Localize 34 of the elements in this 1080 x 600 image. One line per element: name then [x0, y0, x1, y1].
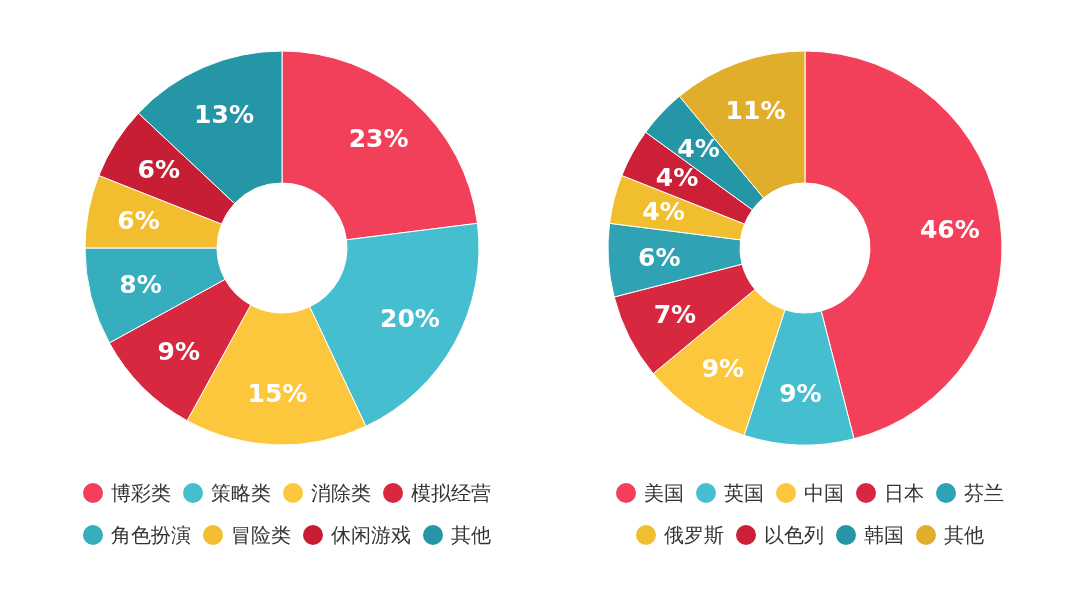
- legend-label: 消除类: [311, 481, 371, 505]
- data-label: 4%: [655, 163, 699, 193]
- legend-label: 角色扮演: [111, 523, 191, 547]
- data-label: 11%: [725, 96, 786, 126]
- legend-label: 以色列: [764, 523, 824, 547]
- data-label: 13%: [194, 99, 254, 129]
- legend-label: 芬兰: [964, 481, 1004, 505]
- legend-label: 休闲游戏: [331, 523, 411, 547]
- legend-label: 美国: [644, 481, 684, 505]
- legend-label: 冒险类: [231, 523, 291, 547]
- data-label: 4%: [677, 133, 720, 163]
- data-label: 6%: [638, 242, 681, 272]
- legend-label: 博彩类: [111, 481, 171, 505]
- data-label: 8%: [119, 269, 162, 299]
- data-label: 20%: [380, 303, 440, 333]
- legend-label: 策略类: [211, 481, 271, 505]
- data-label: 7%: [653, 299, 697, 329]
- legend-label: 英国: [724, 481, 764, 505]
- legend-label: 模拟经营: [411, 481, 491, 505]
- legend-label: 日本: [884, 481, 924, 505]
- legend-label: 俄罗斯: [664, 523, 724, 547]
- legend-label: 中国: [804, 481, 844, 505]
- data-label: 23%: [348, 123, 409, 153]
- data-label: 15%: [247, 379, 308, 409]
- data-label: 9%: [779, 379, 822, 409]
- legend-label: 其他: [451, 523, 491, 547]
- data-label: 9%: [157, 336, 200, 366]
- data-label: 6%: [137, 155, 180, 185]
- legend-label: 韩国: [864, 523, 904, 547]
- data-label: 9%: [701, 354, 745, 384]
- data-label: 46%: [919, 215, 980, 245]
- data-label: 6%: [117, 206, 160, 236]
- legend-label: 其他: [944, 523, 984, 547]
- data-label: 4%: [642, 197, 685, 227]
